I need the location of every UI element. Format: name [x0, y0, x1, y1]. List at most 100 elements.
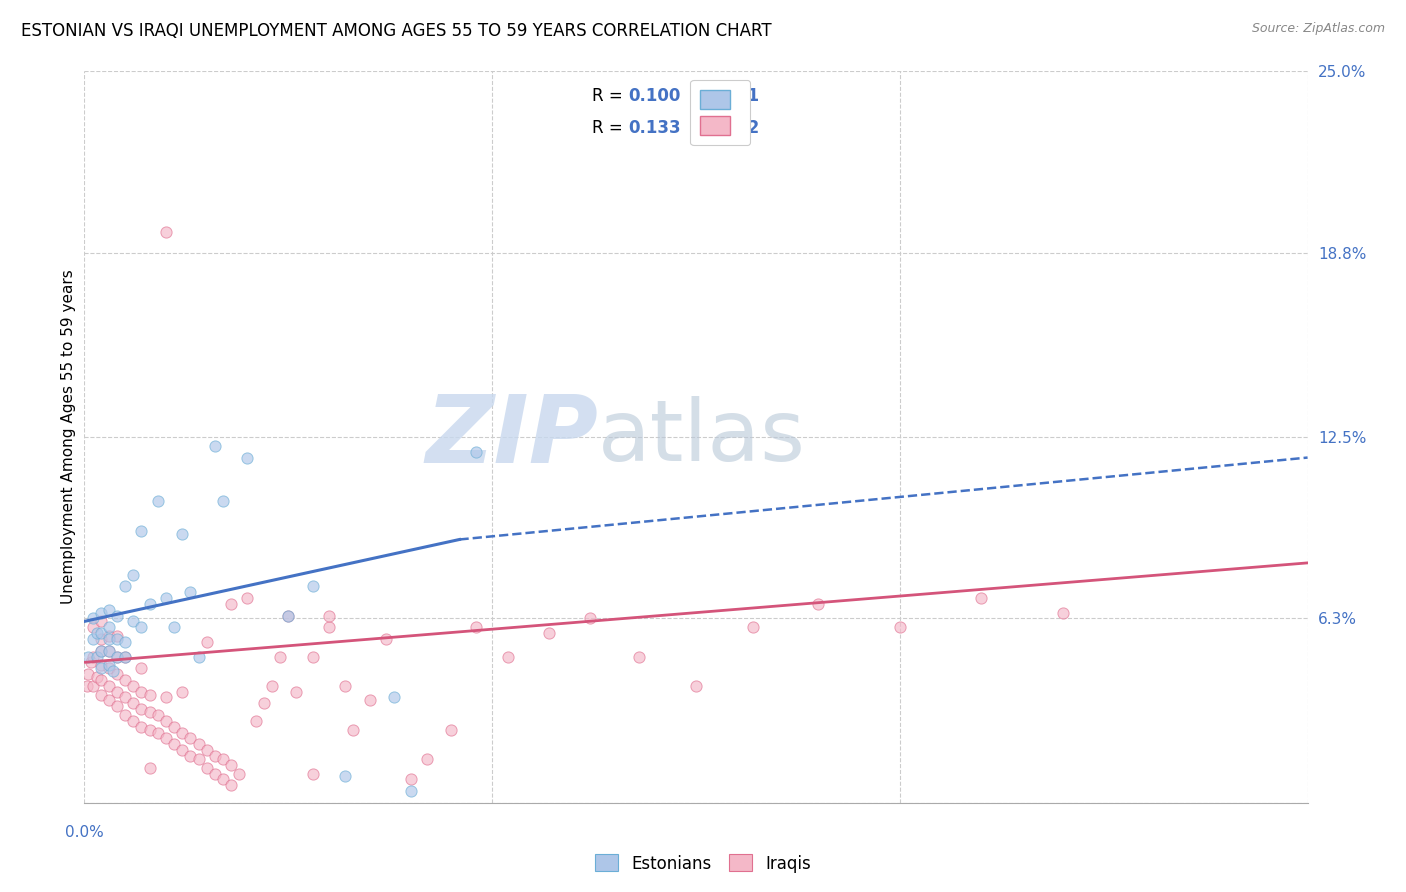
Point [131, 702, 153, 716]
Point [97, 658, 120, 673]
Point [138, 723, 160, 737]
Point [172, 725, 194, 739]
Point [131, 524, 153, 538]
Point [179, 731, 201, 746]
Point [86, 649, 108, 664]
Point [77, 667, 100, 681]
Point [131, 684, 153, 698]
Point [335, 769, 357, 783]
Point [301, 579, 323, 593]
Point [318, 620, 340, 634]
Point [342, 723, 364, 737]
Point [131, 720, 153, 734]
Point [155, 714, 177, 728]
Text: 0.133: 0.133 [628, 119, 682, 136]
Point [114, 673, 136, 687]
Point [114, 649, 136, 664]
Point [245, 714, 267, 728]
Point [90, 632, 112, 646]
Point [90, 643, 112, 657]
Point [105, 649, 128, 664]
Point [498, 649, 520, 664]
Point [1052, 606, 1074, 620]
Point [464, 444, 486, 458]
Point [97, 661, 120, 675]
Point [399, 784, 422, 798]
Text: ZIP: ZIP [425, 391, 598, 483]
Point [187, 752, 209, 766]
Point [195, 635, 218, 649]
Point [114, 708, 136, 723]
Text: N =: N = [692, 119, 740, 136]
Point [82, 611, 104, 625]
Point [82, 679, 104, 693]
Point [277, 608, 299, 623]
Point [105, 629, 128, 643]
Point [146, 725, 169, 739]
Point [80, 656, 103, 670]
Text: R =: R = [592, 87, 628, 105]
Point [382, 690, 405, 705]
Point [105, 608, 128, 623]
Point [138, 597, 160, 611]
Point [219, 597, 242, 611]
Point [163, 620, 186, 634]
Point [146, 708, 169, 723]
Point [97, 679, 120, 693]
Point [90, 643, 112, 657]
Point [131, 620, 153, 634]
Point [97, 643, 120, 657]
Point [114, 579, 136, 593]
Point [269, 649, 291, 664]
Point [195, 743, 218, 757]
Point [285, 684, 308, 698]
Point [155, 731, 177, 746]
Point [375, 632, 398, 646]
Point [122, 696, 145, 710]
Point [219, 757, 242, 772]
Text: ESTONIAN VS IRAQI UNEMPLOYMENT AMONG AGES 55 TO 59 YEARS CORRELATION CHART: ESTONIAN VS IRAQI UNEMPLOYMENT AMONG AGE… [21, 22, 772, 40]
Point [260, 679, 283, 693]
Point [77, 649, 100, 664]
Point [105, 649, 128, 664]
Point [212, 494, 235, 508]
Point [122, 714, 145, 728]
Point [179, 585, 201, 599]
Point [318, 608, 340, 623]
Point [359, 693, 381, 707]
Point [204, 439, 226, 453]
Point [82, 632, 104, 646]
Point [105, 684, 128, 698]
Point [579, 611, 602, 625]
Text: 92: 92 [737, 119, 759, 136]
Point [90, 673, 112, 687]
Y-axis label: Unemployment Among Ages 55 to 59 years: Unemployment Among Ages 55 to 59 years [60, 269, 76, 605]
Point [301, 766, 323, 780]
Point [253, 696, 276, 710]
Point [90, 626, 112, 640]
Point [131, 661, 153, 675]
Point [416, 752, 439, 766]
Point [122, 615, 145, 629]
Point [155, 690, 177, 705]
Point [627, 649, 650, 664]
Point [138, 705, 160, 719]
Point [97, 632, 120, 646]
Text: 0.0%: 0.0% [65, 825, 104, 839]
Point [82, 620, 104, 634]
Point [187, 649, 209, 664]
Point [172, 743, 194, 757]
Point [236, 591, 259, 605]
Text: Source: ZipAtlas.com: Source: ZipAtlas.com [1251, 22, 1385, 36]
Point [970, 591, 993, 605]
Point [138, 688, 160, 702]
Point [105, 632, 128, 646]
Point [90, 661, 112, 675]
Text: atlas: atlas [598, 395, 806, 479]
Point [889, 620, 911, 634]
Point [90, 615, 112, 629]
Point [204, 766, 226, 780]
Point [90, 606, 112, 620]
Point [212, 752, 235, 766]
Point [685, 679, 707, 693]
